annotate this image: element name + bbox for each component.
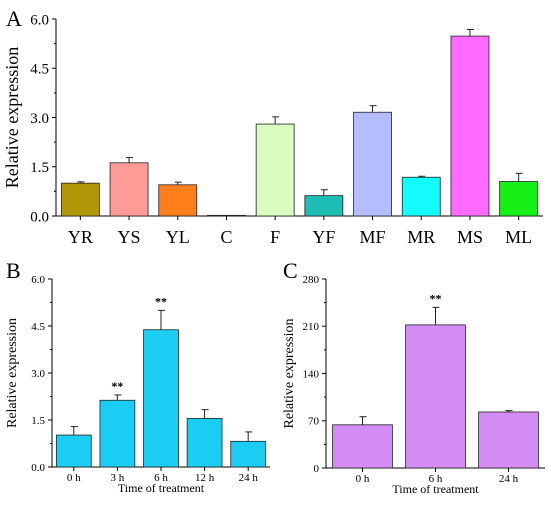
panel-a-x-tick-label: YS <box>118 227 141 247</box>
panel-c-bar <box>332 424 393 469</box>
panel-c-label: C <box>283 258 298 283</box>
panel-a-y-axis-title: Relative expression <box>2 47 22 188</box>
panel-c-significance-label: ** <box>430 291 442 305</box>
panel-a-bar <box>304 195 344 217</box>
panel-b-y-tick-label: 0.0 <box>31 462 45 474</box>
panel-b-bar <box>99 399 136 468</box>
panel-b-significance-label: ** <box>155 294 167 308</box>
panel-a-y-tick-label: 3.0 <box>30 111 49 127</box>
panel-a-bar <box>499 181 539 217</box>
panel-b-bar <box>186 418 223 468</box>
panel-b-bar <box>55 434 92 468</box>
panel-c-y-tick-label: 70 <box>308 416 320 428</box>
panel-c-y-axis-title: Relative expression <box>282 318 297 428</box>
panel-a-y-tick-label: 4.5 <box>30 62 49 78</box>
panel-a-y-tick-label: 1.5 <box>30 160 49 176</box>
panel-c-y-tick-label: 0 <box>314 463 320 475</box>
panel-b-y-tick-label: 4.5 <box>31 321 45 333</box>
panel-a-x-tick-label: YR <box>68 227 93 247</box>
panel-a-label: A <box>6 6 22 31</box>
panel-b-y-tick-label: 1.5 <box>31 415 45 427</box>
panel-a-bar <box>207 214 246 217</box>
panel-a-bar <box>353 111 392 217</box>
panel-a-x-tick-label: ML <box>505 227 532 247</box>
panel-a-bar <box>109 162 149 217</box>
panel-a-bar <box>158 184 198 217</box>
panel-b-x-tick-label: 3 h <box>111 472 125 484</box>
panel-a-y-tick-label: 0.0 <box>30 209 49 225</box>
panel-c-y-tick-label: 210 <box>303 321 320 333</box>
panel-b-significance-label: ** <box>111 379 123 393</box>
panel-b-x-tick-label: 0 h <box>67 472 81 484</box>
panel-a-x-tick-label: MF <box>360 227 386 247</box>
panel-b-x-tick-label: 6 h <box>154 472 168 484</box>
panel-a-bar <box>450 35 490 217</box>
panel-b-label: B <box>6 258 21 283</box>
panel-b-bar <box>230 440 267 468</box>
panel-c-bar <box>405 324 466 469</box>
panel-a-bar <box>60 182 100 217</box>
panel-c-x-axis-title: Time of treatment <box>392 482 479 496</box>
panel-a-x-tick-label: C <box>220 227 232 247</box>
panel-a-x-tick-label: MS <box>457 227 483 247</box>
panel-c-y-tick-label: 140 <box>303 368 320 380</box>
panel-a-y-tick-label: 6.0 <box>30 12 49 28</box>
panel-b-y-tick-label: 6.0 <box>31 274 45 286</box>
panel-a-x-tick-label: MR <box>407 227 435 247</box>
panel-b-bar <box>143 329 179 468</box>
panel-a-bar <box>255 123 295 217</box>
panel-b-y-axis-title: Relative expression <box>5 318 20 428</box>
panel-b-x-axis-title: Time of treatment <box>118 481 205 495</box>
panel-a-x-tick-label: F <box>270 227 280 247</box>
panel-b-x-tick-label: 12 h <box>195 472 215 484</box>
panel-c-x-tick-label: 24 h <box>499 473 519 485</box>
panel-a-x-tick-label: YL <box>166 227 190 247</box>
panel-a-bar <box>401 176 441 217</box>
panel-c-x-tick-label: 6 h <box>429 473 443 485</box>
panel-c-y-tick-label: 280 <box>303 274 320 286</box>
panel-c-bar <box>478 411 539 469</box>
panel-c-x-tick-label: 0 h <box>356 473 370 485</box>
panel-b-y-tick-label: 3.0 <box>31 368 45 380</box>
panel-a-x-tick-label: YF <box>312 227 335 247</box>
panel-b-x-tick-label: 24 h <box>239 472 259 484</box>
